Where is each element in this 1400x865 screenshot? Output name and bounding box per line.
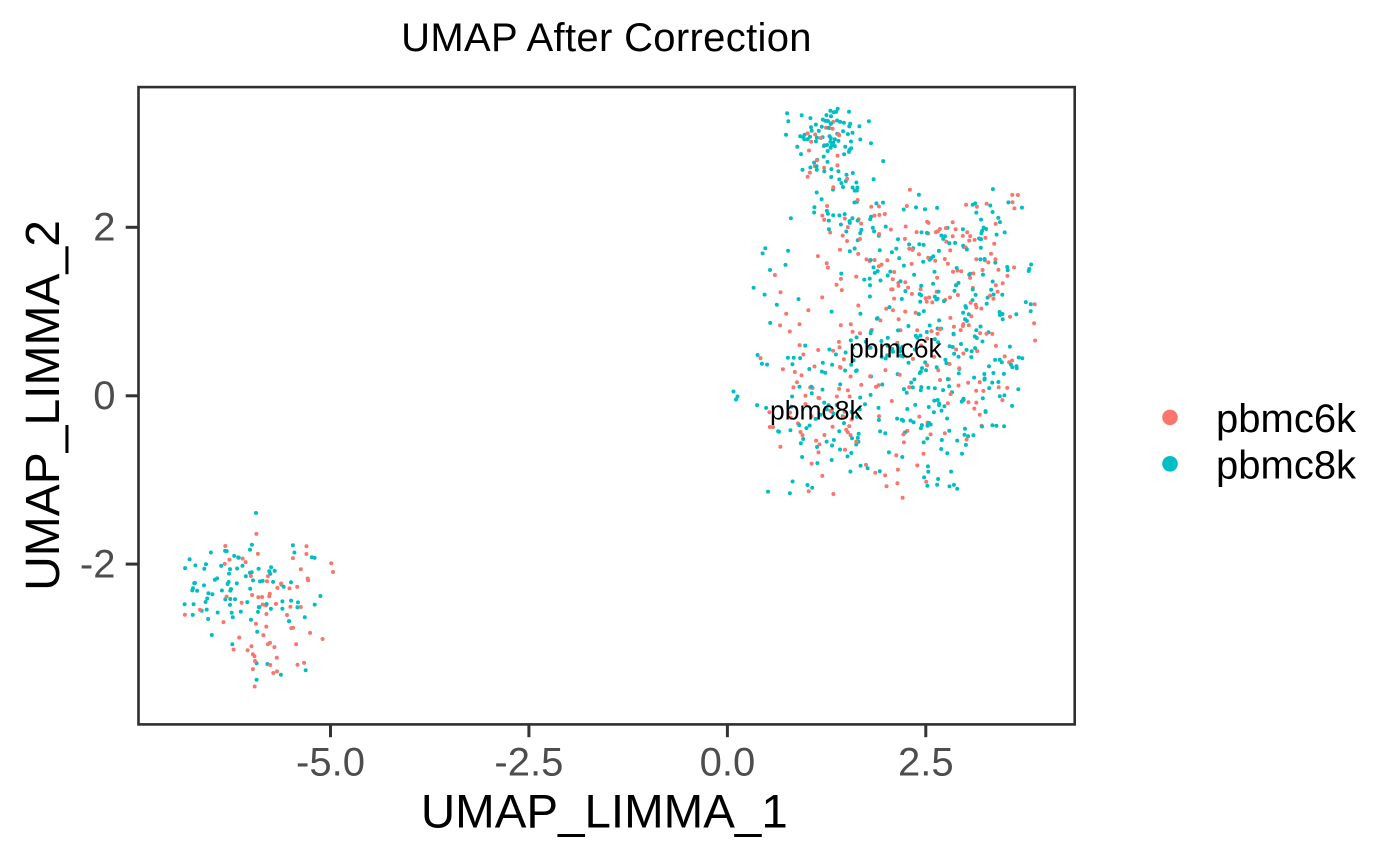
svg-text:-5.0: -5.0 [296,740,365,784]
svg-text:UMAP After Correction: UMAP After Correction [401,16,812,60]
svg-text:pbmc8k: pbmc8k [770,396,864,426]
svg-text:pbmc6k: pbmc6k [1216,397,1357,441]
svg-text:-2: -2 [80,542,116,586]
svg-text:pbmc6k: pbmc6k [849,334,943,364]
svg-text:2.5: 2.5 [898,740,954,784]
svg-text:UMAP_LIMMA_1: UMAP_LIMMA_1 [421,786,788,839]
svg-text:2: 2 [93,206,115,250]
svg-text:0: 0 [93,374,115,418]
svg-text:UMAP_LIMMA_2: UMAP_LIMMA_2 [17,220,70,591]
svg-text:0.0: 0.0 [700,740,756,784]
svg-text:-2.5: -2.5 [494,740,563,784]
svg-text:pbmc8k: pbmc8k [1216,444,1357,488]
